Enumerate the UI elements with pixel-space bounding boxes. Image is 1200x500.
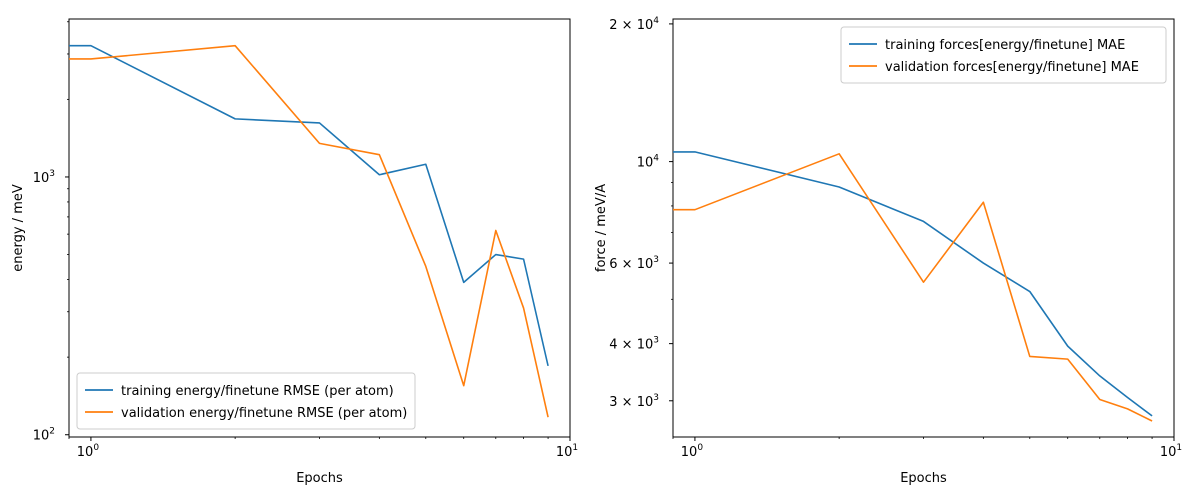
y-tick-label: 2 × 104	[609, 16, 659, 33]
y-axis-label: energy / meV	[11, 184, 26, 272]
plot-area	[68, 18, 571, 438]
series-line-validation	[673, 153, 1153, 422]
y-tick-label: 103	[33, 169, 55, 186]
energy-chart: 100 101 102 103 Epochs energy / meV training e…	[11, 18, 578, 486]
x-axis-label: Epochs	[296, 471, 343, 486]
legend-entry: training forces[energy/finetune] MAE	[885, 38, 1125, 53]
y-tick-label: 102	[33, 427, 55, 444]
legend-entry: training energy/finetune RMSE (per atom)	[121, 384, 394, 399]
x-tick-label: 101	[1160, 443, 1182, 460]
series-line-validation	[69, 44, 549, 418]
legend-entry: validation energy/finetune RMSE (per ato…	[121, 406, 407, 421]
x-tick-label: 100	[681, 443, 704, 460]
y-tick-label: 3 × 103	[609, 393, 659, 410]
legend: training energy/finetune RMSE (per atom)…	[76, 372, 416, 430]
x-tick-label: 100	[77, 443, 100, 460]
legend-box	[76, 372, 416, 430]
y-tick-label: 6 × 103	[609, 255, 659, 272]
legend-box	[840, 26, 1167, 84]
y-axis-label: force / meV/A	[594, 184, 609, 272]
legend: training forces[energy/finetune] MAE vali…	[840, 26, 1167, 84]
series-line-training	[69, 44, 549, 367]
x-tick-label: 101	[556, 443, 578, 460]
x-axis-label: Epochs	[900, 471, 947, 486]
force-chart: 100 101 2 × 104 104 6 × 103 4 × 103 3 × 103 Epo…	[594, 16, 1182, 486]
legend-entry: validation forces[energy/finetune] MAE	[885, 60, 1139, 75]
y-tick-label: 4 × 103	[609, 336, 659, 353]
y-tick-label: 104	[637, 154, 660, 171]
